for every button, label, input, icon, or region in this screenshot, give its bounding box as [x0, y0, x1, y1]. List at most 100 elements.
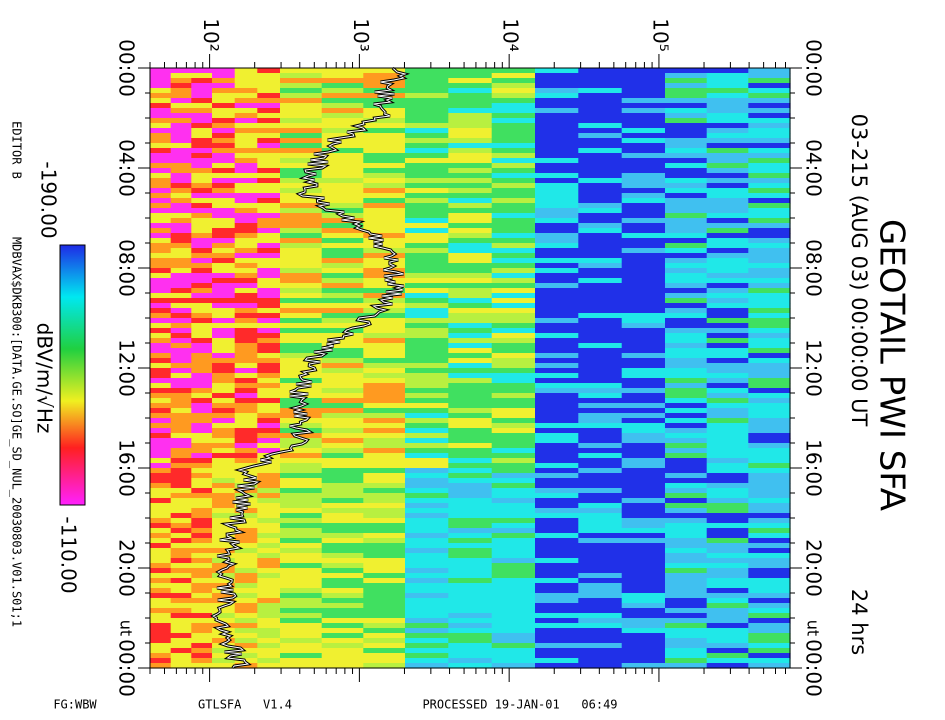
spectrogram-cell — [170, 488, 192, 494]
spectrogram-cell — [191, 468, 213, 474]
spectrogram-cell — [706, 528, 749, 534]
spectrogram-cell — [748, 593, 791, 599]
spectrogram-cell — [280, 483, 323, 489]
spectrogram-cell — [621, 333, 666, 339]
spectrogram-cell — [280, 603, 323, 609]
spectrogram-cell — [363, 238, 406, 244]
spectrogram-cell — [257, 213, 281, 219]
spectrogram-cell — [321, 633, 364, 639]
spectrogram-cell — [448, 468, 493, 474]
spectrogram-cell — [150, 208, 172, 214]
spectrogram-cell — [405, 108, 449, 114]
spectrogram-cell — [665, 568, 708, 574]
spectrogram-cell — [665, 123, 708, 129]
spectrogram-cell — [212, 458, 236, 464]
spectrogram-cell — [257, 538, 281, 544]
spectrogram-cell — [448, 428, 493, 434]
spectrogram-cell — [170, 153, 192, 159]
spectrogram-cell — [621, 663, 666, 669]
spectrogram-cell — [535, 503, 579, 509]
spectrogram-cell — [212, 613, 236, 619]
spectrogram-cell — [257, 488, 281, 494]
spectrogram-cell — [363, 283, 406, 289]
spectrogram-cell — [212, 563, 236, 569]
spectrogram-cell — [321, 118, 364, 124]
spectrogram-cell — [491, 288, 536, 294]
spectrogram-cell — [405, 158, 449, 164]
spectrogram-cell — [665, 328, 708, 334]
spectrogram-cell — [535, 643, 579, 649]
spectrogram-cell — [405, 293, 449, 299]
spectrogram-cell — [748, 73, 791, 79]
spectrogram-cell — [405, 123, 449, 129]
spectrogram-cell — [706, 248, 749, 254]
spectrogram-cell — [170, 503, 192, 509]
spectrogram-cell — [578, 613, 623, 619]
spectrogram-cell — [212, 368, 236, 374]
spectrogram-cell — [363, 538, 406, 544]
spectrogram-cell — [321, 343, 364, 349]
spectrogram-cell — [491, 78, 536, 84]
spectrogram-cell — [448, 203, 493, 209]
spectrogram-cell — [363, 383, 406, 389]
spectrogram-cell — [621, 568, 666, 574]
spectrogram-cell — [363, 458, 406, 464]
spectrogram-cell — [706, 593, 749, 599]
spectrogram-cell — [405, 143, 449, 149]
spectrogram-cell — [578, 663, 623, 669]
spectrogram-cell — [578, 168, 623, 174]
spectrogram-cell — [280, 258, 323, 264]
spectrogram-cell — [748, 178, 791, 184]
spectrogram-cell — [621, 638, 666, 644]
spectrogram-cell — [363, 633, 406, 639]
spectrogram-cell — [665, 88, 708, 94]
spectrogram-cell — [578, 428, 623, 434]
spectrogram-cell — [621, 563, 666, 569]
spectrogram-cell — [234, 658, 258, 664]
spectrogram-cell — [706, 128, 749, 134]
spectrogram-cell — [170, 463, 192, 469]
spectrogram-cell — [405, 428, 449, 434]
spectrogram-cell — [405, 98, 449, 104]
spectrogram-cell — [405, 198, 449, 204]
spectrogram-cell — [257, 188, 281, 194]
spectrogram-cell — [706, 383, 749, 389]
spectrogram-cell — [535, 88, 579, 94]
spectrogram-cell — [321, 408, 364, 414]
spectrogram-cell — [321, 513, 364, 519]
spectrogram-cell — [363, 558, 406, 564]
spectrogram-cell — [212, 98, 236, 104]
spectrogram-cell — [665, 263, 708, 269]
spectrogram-cell — [665, 208, 708, 214]
y-tick-label: 08:00 — [802, 239, 826, 297]
spectrogram-cell — [578, 548, 623, 554]
spectrogram-cell — [363, 278, 406, 284]
spectrogram-cell — [321, 628, 364, 634]
spectrogram-cell — [405, 93, 449, 99]
spectrogram-cell — [191, 583, 213, 589]
spectrogram-cell — [491, 313, 536, 319]
spectrogram-cell — [150, 393, 172, 399]
spectrogram-cell — [363, 338, 406, 344]
spectrogram-cell — [448, 68, 493, 74]
spectrogram-cell — [280, 548, 323, 554]
spectrogram-cell — [280, 623, 323, 629]
spectrogram-cell — [212, 323, 236, 329]
spectrogram-cell — [535, 108, 579, 114]
spectrogram-cell — [491, 238, 536, 244]
spectrogram-cell — [150, 323, 172, 329]
spectrogram-cell — [621, 73, 666, 79]
spectrogram-cell — [578, 148, 623, 154]
spectrogram-cell — [448, 118, 493, 124]
spectrogram-cell — [150, 483, 172, 489]
spectrogram-cell — [321, 158, 364, 164]
spectrogram-cell — [321, 483, 364, 489]
spectrogram-cell — [321, 593, 364, 599]
spectrogram-cell — [170, 643, 192, 649]
x-tick-label: 10³ — [349, 18, 373, 51]
spectrogram-cell — [621, 243, 666, 249]
spectrogram-cell — [234, 278, 258, 284]
spectrogram-cell — [150, 448, 172, 454]
spectrogram-cell — [191, 383, 213, 389]
spectrogram-cell — [212, 558, 236, 564]
